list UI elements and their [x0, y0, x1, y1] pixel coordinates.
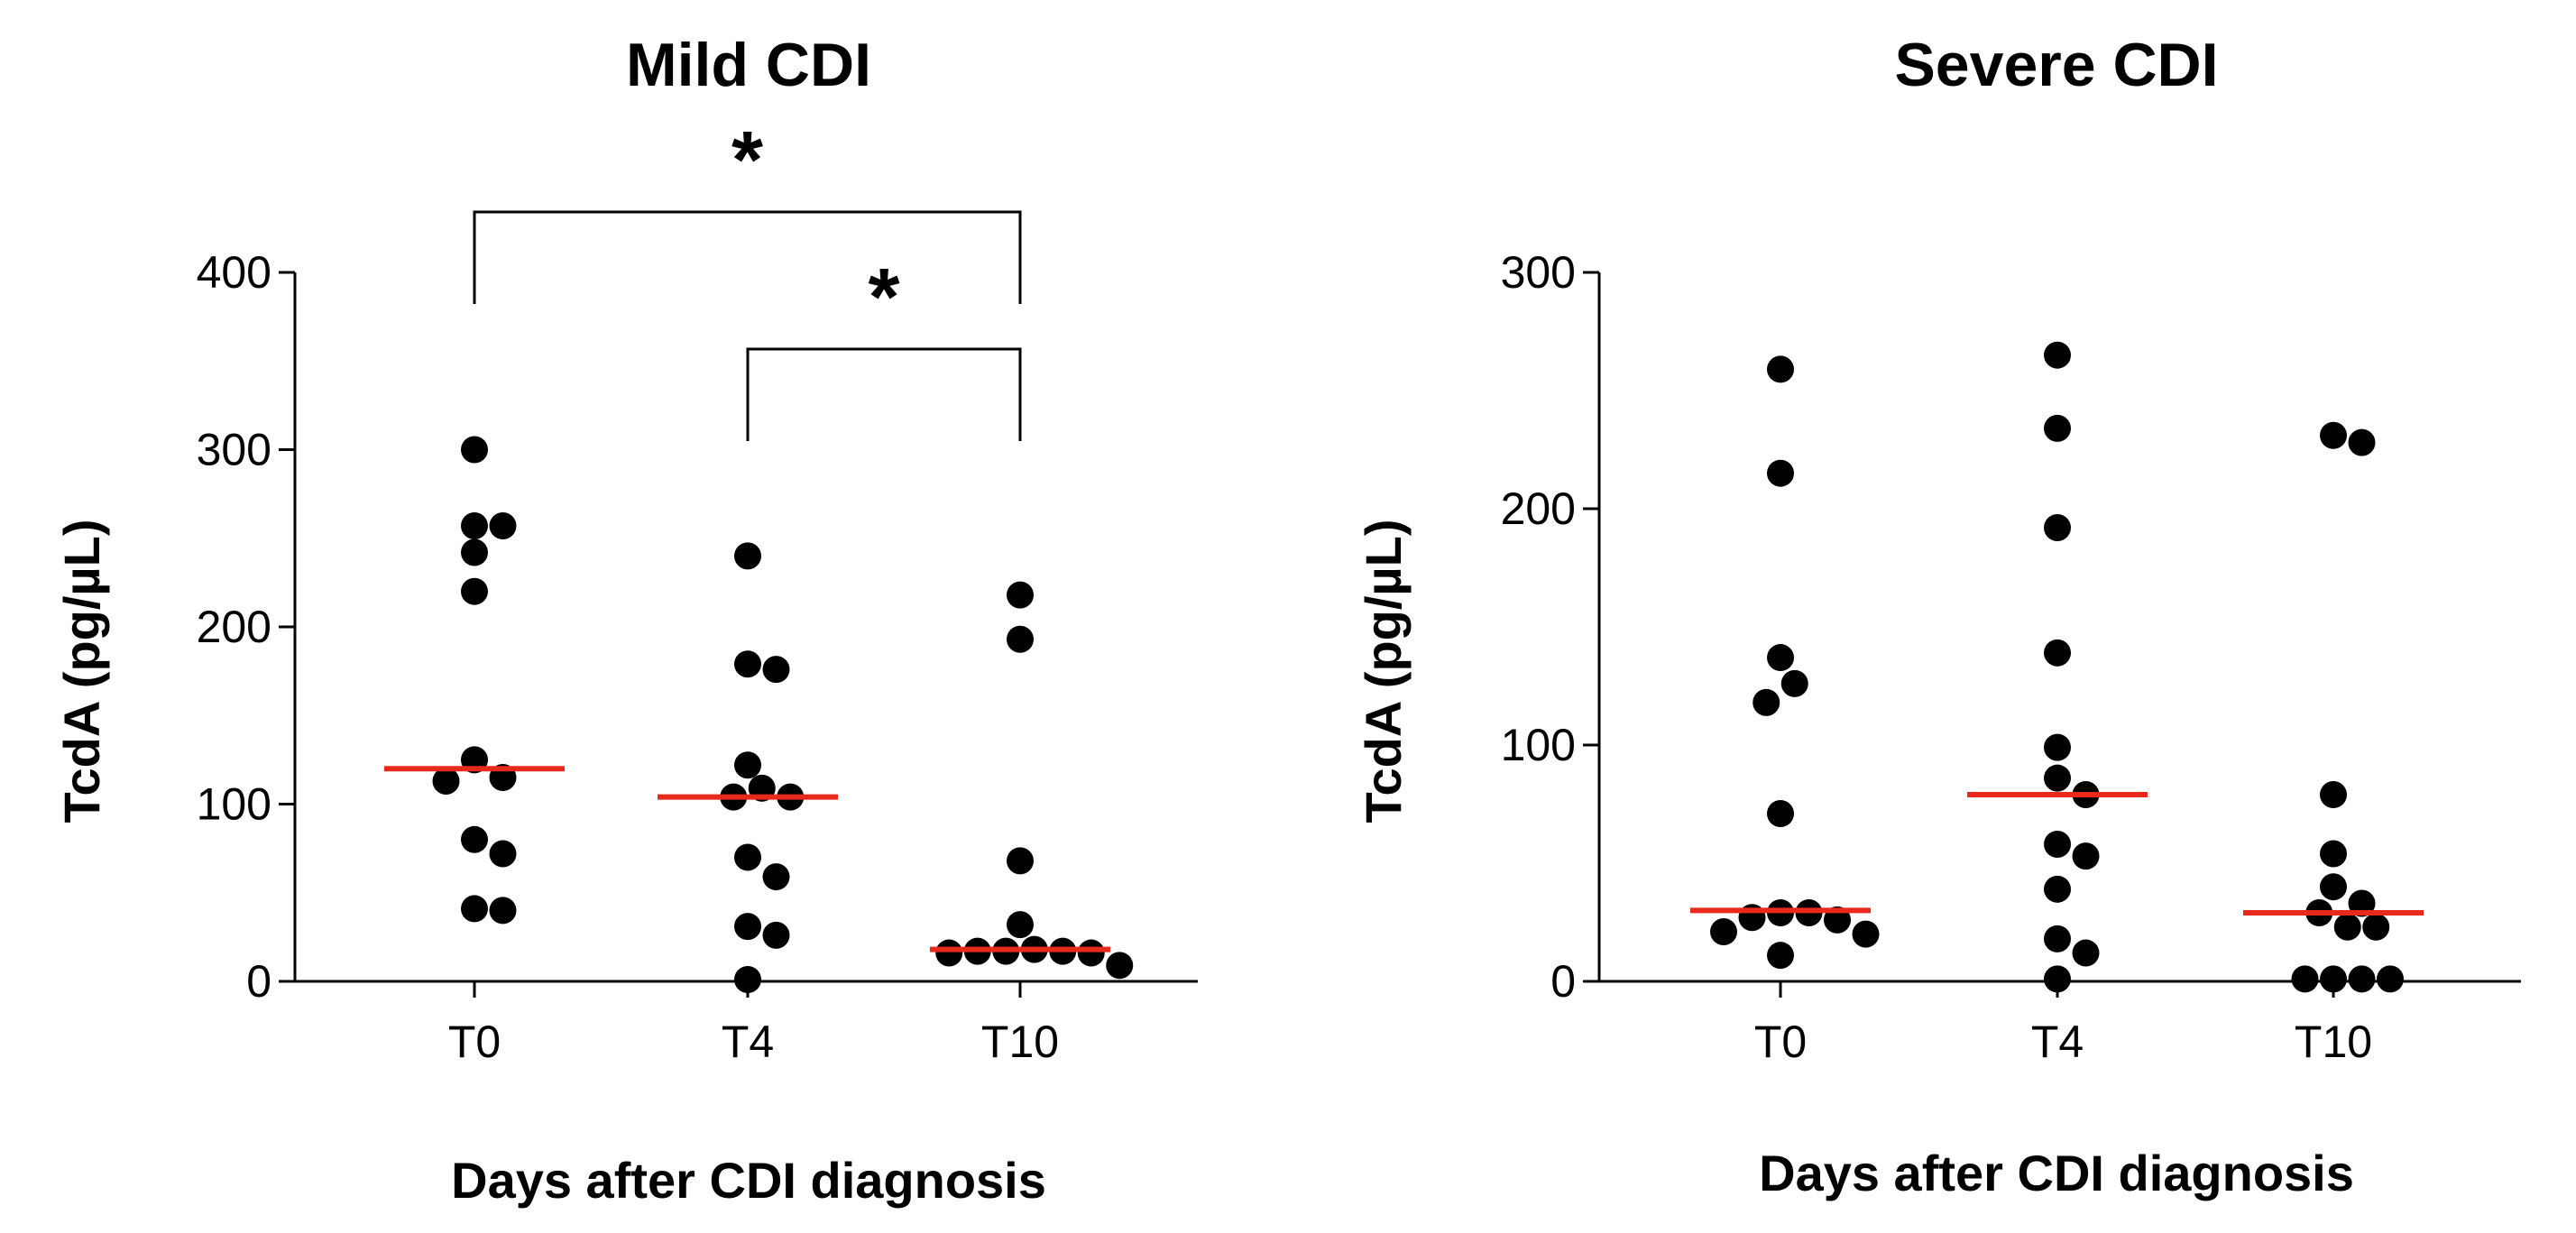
data-point: [1767, 942, 1794, 970]
data-point: [1007, 581, 1034, 609]
data-point: [1767, 355, 1794, 383]
x-axis-label: Days after CDI diagnosis: [451, 1152, 1046, 1209]
data-point: [2072, 939, 2100, 967]
data-point: [762, 921, 790, 949]
x-tick-label: T10: [2295, 1017, 2372, 1067]
data-point: [1007, 911, 1034, 939]
data-point: [2320, 873, 2347, 901]
data-point: [734, 542, 761, 570]
x-tick-label: T0: [448, 1017, 501, 1067]
data-point: [432, 767, 460, 795]
y-tick-label: 100: [1501, 720, 1576, 770]
data-point: [734, 966, 761, 994]
significance-star: *: [731, 115, 763, 206]
data-point: [2348, 965, 2376, 993]
data-point: [1767, 644, 1794, 672]
data-point: [2291, 965, 2319, 993]
data-point: [489, 511, 517, 539]
significance-bracket: [473, 210, 1022, 304]
data-point: [461, 825, 488, 853]
y-tick-label: 200: [197, 602, 271, 652]
x-tick-label: T10: [981, 1017, 1059, 1067]
chart-title: Mild CDI: [626, 31, 871, 99]
data-point: [489, 840, 517, 868]
data-point: [2044, 764, 2071, 792]
data-point: [2333, 913, 2361, 941]
y-tick-label: 100: [197, 779, 271, 830]
data-point: [2044, 341, 2071, 369]
data-point: [2044, 733, 2071, 761]
data-point: [1767, 459, 1794, 487]
data-point: [935, 939, 963, 967]
data-point: [2044, 925, 2071, 952]
y-tick-label: 0: [1550, 956, 1576, 1007]
y-tick-label: 300: [197, 425, 271, 475]
data-point: [461, 577, 488, 605]
data-point: [1852, 920, 1880, 948]
data-point: [2072, 842, 2100, 870]
data-point: [734, 843, 761, 871]
data-point: [2044, 965, 2071, 993]
data-point: [734, 650, 761, 678]
data-point: [1780, 669, 1808, 697]
data-point: [1767, 799, 1794, 827]
data-point: [461, 436, 488, 464]
y-tick-label: 300: [1501, 247, 1576, 298]
y-axis-label: TcdA (pg/µL): [53, 519, 110, 823]
data-point: [762, 863, 790, 891]
chart-title: Severe CDI: [1894, 31, 2218, 99]
data-point: [2320, 781, 2347, 809]
data-point: [461, 511, 488, 539]
data-point: [2320, 840, 2347, 868]
data-point: [2044, 831, 2071, 859]
y-tick-label: 200: [1501, 483, 1576, 534]
severe-cdi-panel: Severe CDI TcdA (pg/µL) Days after CDI d…: [1355, 31, 2521, 1201]
data-point: [2348, 428, 2376, 456]
data-point: [461, 895, 488, 923]
x-tick-label: T4: [2031, 1017, 2084, 1067]
significance-bracket: [746, 347, 1022, 441]
data-point: [2377, 965, 2404, 993]
significance-star: *: [868, 253, 899, 343]
mild-cdi-panel: Mild CDI TcdA (pg/µL) Days after CDI dia…: [53, 31, 1198, 1209]
data-point: [2044, 639, 2071, 667]
data-point: [2320, 421, 2347, 449]
data-point: [1106, 952, 1134, 980]
data-point: [762, 656, 790, 684]
x-tick-label: T0: [1754, 1017, 1807, 1067]
data-point: [1007, 625, 1034, 653]
data-point: [2044, 875, 2071, 903]
data-point: [1007, 847, 1034, 875]
data-point: [1710, 917, 1737, 945]
y-tick-label: 400: [197, 247, 271, 298]
data-point: [2362, 913, 2390, 941]
y-axis-label: TcdA (pg/µL): [1355, 519, 1412, 823]
data-point: [2320, 965, 2347, 993]
data-point: [489, 897, 517, 925]
data-point: [2044, 414, 2071, 442]
y-tick-label: 0: [246, 956, 271, 1007]
data-point: [2044, 513, 2071, 541]
data-point: [1077, 939, 1105, 967]
data-point: [1753, 688, 1780, 716]
data-point: [734, 751, 761, 779]
x-axis-label: Days after CDI diagnosis: [1759, 1145, 2354, 1201]
x-tick-label: T4: [722, 1017, 774, 1067]
data-point: [734, 913, 761, 941]
data-point: [461, 538, 488, 566]
